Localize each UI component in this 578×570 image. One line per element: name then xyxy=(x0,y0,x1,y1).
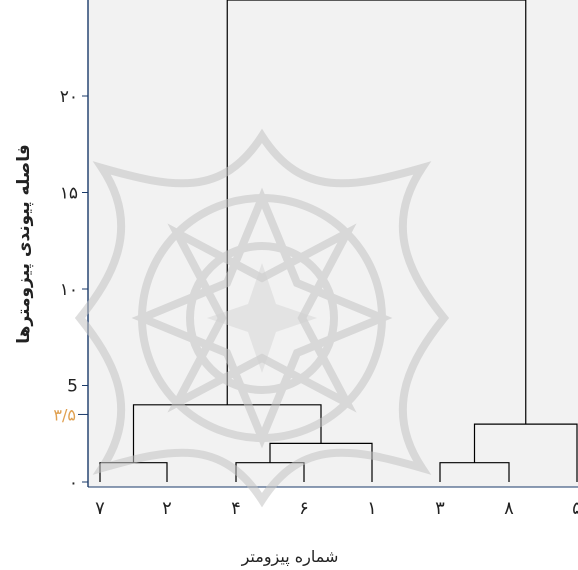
x-leaf-label: ۱ xyxy=(367,498,377,519)
x-leaf-label: ۶ xyxy=(299,498,309,519)
y-tick-label: ۲۰ xyxy=(60,87,78,107)
y-tick-label: ۱۵ xyxy=(60,184,78,204)
x-leaf-label: ۸ xyxy=(504,498,514,519)
y-tick-label: 5 xyxy=(67,377,78,397)
y-axis-title: فاصله پیوندی پیزومترها xyxy=(14,144,34,344)
x-leaf-label: ۵ xyxy=(572,498,578,519)
y-tick-label: ۱۰ xyxy=(60,280,78,300)
x-leaf-label: ۷ xyxy=(95,498,105,519)
plot-background xyxy=(88,0,578,487)
x-axis-title: شماره پیزومتر xyxy=(241,547,339,566)
x-leaf-label: ۴ xyxy=(231,498,241,519)
x-leaf-label: ۲ xyxy=(162,498,172,519)
y-tick-label: ۰ xyxy=(69,473,78,493)
threshold-tick-label: ۳/۵ xyxy=(53,405,76,424)
x-leaf-label: ۳ xyxy=(435,498,445,519)
